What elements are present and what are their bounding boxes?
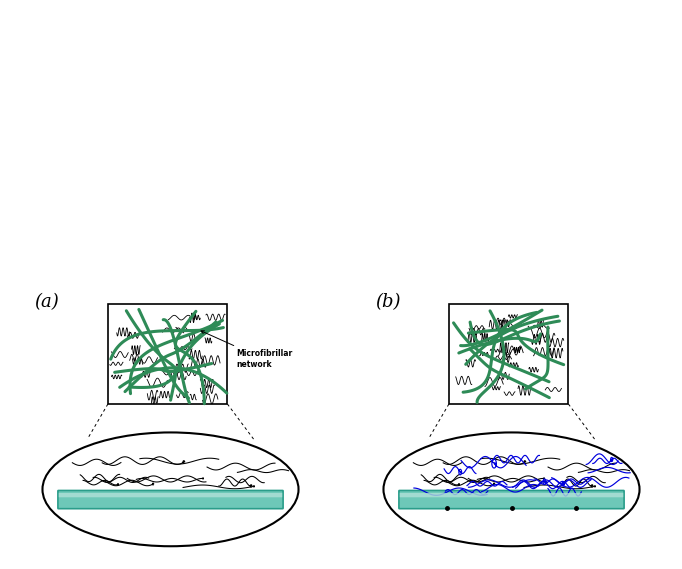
- Text: (b): (b): [375, 293, 400, 311]
- Text: Microfibrillar
network: Microfibrillar network: [201, 331, 292, 369]
- FancyBboxPatch shape: [59, 493, 282, 497]
- FancyBboxPatch shape: [58, 490, 283, 509]
- Ellipse shape: [42, 432, 299, 546]
- FancyBboxPatch shape: [399, 490, 624, 509]
- FancyBboxPatch shape: [400, 493, 623, 497]
- Bar: [108, 304, 227, 404]
- Bar: [449, 304, 568, 404]
- Text: (a): (a): [34, 293, 59, 311]
- Ellipse shape: [383, 432, 640, 546]
